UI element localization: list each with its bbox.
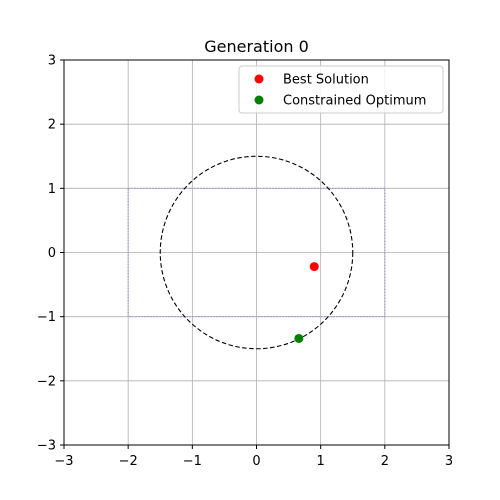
- x-tick-label-0: −3: [54, 454, 73, 469]
- x-tick-label-6: 3: [445, 454, 453, 469]
- legend: Best Solution Constrained Optimum: [238, 65, 444, 114]
- legend-label-1: Constrained Optimum: [283, 94, 426, 109]
- x-tick-label-1: −2: [119, 454, 138, 469]
- y-tick-label-5: 2: [48, 118, 56, 133]
- data-points: [294, 262, 319, 343]
- y-tick-label-2: −1: [37, 310, 56, 325]
- legend-marker-0: [254, 74, 264, 84]
- grid: [63, 59, 450, 446]
- point-series-1-0: [294, 333, 304, 343]
- x-tick-label-5: 2: [381, 454, 389, 469]
- legend-label-0: Best Solution: [283, 73, 369, 88]
- chart-title: Generation 0: [204, 37, 309, 56]
- legend-marker-1: [254, 95, 264, 105]
- x-tick-label-2: −1: [183, 454, 202, 469]
- axis-ticks: −3 −2 −1 0 1 2 3 −3 −2 −1 0 1 2 3: [37, 54, 453, 470]
- constraint-box: [127, 187, 386, 318]
- y-tick-label-6: 3: [48, 54, 56, 69]
- constraint-shapes: [127, 155, 386, 350]
- x-tick-label-3: 0: [252, 454, 260, 469]
- y-tick-label-4: 1: [48, 182, 56, 197]
- y-tick-label-1: −2: [37, 374, 56, 389]
- legend-box: [238, 65, 444, 114]
- x-tick-label-4: 1: [317, 454, 325, 469]
- constraint-circle: [159, 155, 354, 350]
- y-tick-label-3: 0: [48, 246, 56, 261]
- point-series-0-0: [309, 262, 319, 272]
- y-tick-label-0: −3: [37, 439, 56, 454]
